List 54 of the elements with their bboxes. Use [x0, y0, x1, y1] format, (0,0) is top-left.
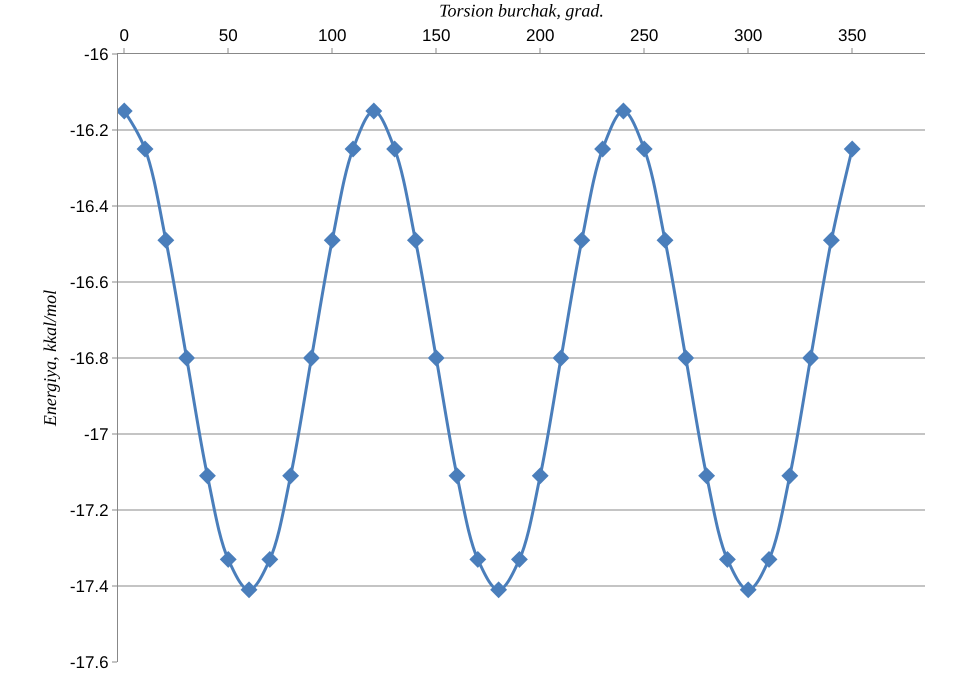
y-tick-label: -17.6 [70, 652, 109, 672]
y-tick-label: -16 [84, 44, 109, 64]
point [324, 232, 341, 249]
point [594, 140, 612, 158]
x-tick-label: 200 [526, 26, 554, 46]
point [344, 140, 362, 158]
y-tick-label: -16.2 [70, 120, 109, 140]
point [844, 140, 861, 158]
y-tick-label: -17.2 [70, 500, 109, 520]
point [656, 232, 674, 249]
y-axis-title: Energiya, kkal/mol [40, 290, 60, 428]
point [469, 550, 486, 568]
point [198, 467, 216, 484]
point [490, 581, 508, 598]
x-tick-label: 100 [318, 26, 346, 46]
point [157, 232, 174, 249]
y-tick-label: -17 [84, 424, 109, 444]
x-tick-label: 0 [120, 26, 129, 46]
point [740, 581, 757, 598]
y-tick-label: -16.6 [70, 272, 109, 292]
point [822, 232, 840, 249]
point [802, 350, 820, 366]
point [614, 102, 632, 120]
y-tick-label: -16.8 [70, 348, 109, 368]
point [698, 467, 716, 484]
x-tick-label: 300 [734, 26, 762, 46]
point [302, 350, 320, 366]
point [406, 232, 424, 249]
x-tick-label: 350 [838, 26, 866, 46]
point [136, 140, 154, 158]
point [718, 550, 736, 568]
x-tick-label: 50 [218, 26, 238, 46]
point [240, 581, 258, 598]
x-tick-label: 150 [422, 26, 450, 46]
point [428, 350, 445, 366]
point [365, 102, 382, 120]
point [386, 140, 404, 158]
point [178, 350, 196, 366]
point [510, 550, 528, 568]
point [636, 140, 653, 158]
y-tick-label: -17.4 [70, 576, 109, 596]
point [573, 232, 590, 249]
y-tick-label: -16.4 [70, 196, 109, 216]
point [677, 350, 694, 366]
point [220, 550, 237, 568]
point [261, 550, 278, 568]
x-tick-label: 250 [630, 26, 658, 46]
point [448, 467, 466, 484]
point [532, 467, 549, 484]
point [552, 350, 570, 366]
point [760, 550, 778, 568]
point [282, 467, 300, 484]
x-axis-title: Torsion burchak, grad. [439, 0, 604, 20]
point [781, 467, 798, 484]
